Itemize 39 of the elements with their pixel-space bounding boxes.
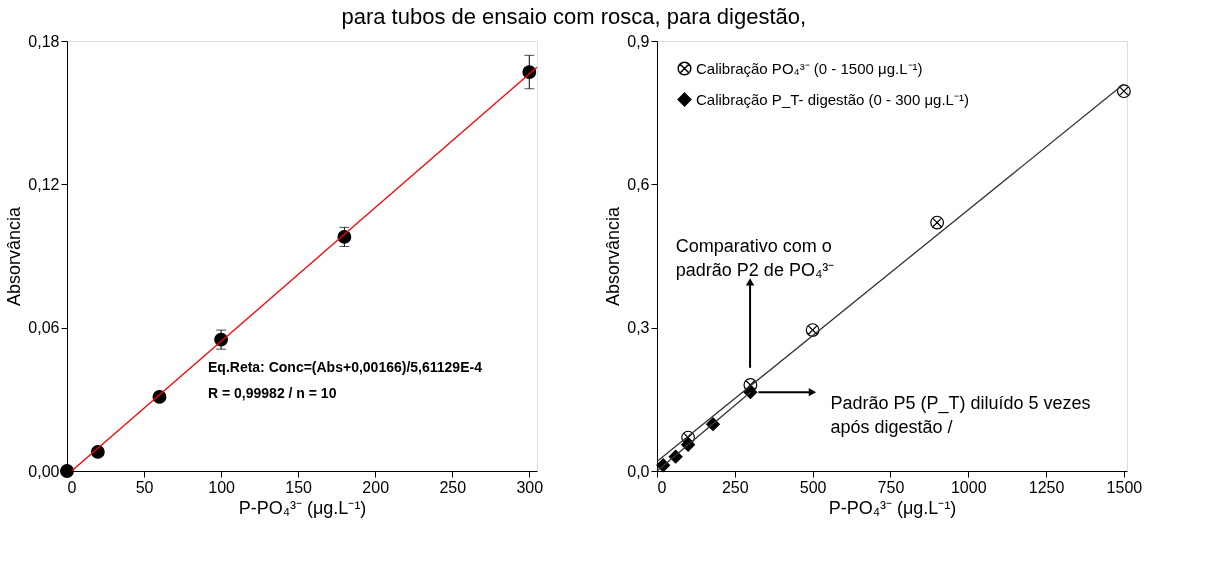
x-tick-label: 50: [135, 478, 154, 496]
x-axis-title: P-PO₄³⁻ (μg.L⁻¹): [828, 497, 957, 518]
annotation: R = 0,99982 / n = 10: [208, 384, 337, 401]
y-tick-label: 0,18: [28, 32, 60, 50]
x-tick-label: 1500: [1106, 478, 1143, 496]
x-tick-label: 750: [877, 478, 905, 496]
x-tick-label: 1000: [950, 478, 987, 496]
point: [1116, 84, 1131, 99]
x-tick-label: 250: [439, 478, 467, 496]
legend-label: Calibração P_T- digestão (0 - 300 μg.L⁻¹): [696, 90, 969, 108]
x-tick-label: 500: [799, 478, 827, 496]
y-tick-label: 0,00: [28, 462, 60, 480]
annotation: Padrão P5 (P_T) diluído 5 vezes após digestão /: [830, 393, 1091, 438]
annotation: Eq.Reta: Conc=(Abs+0,00166)/5,61129E-4: [208, 358, 483, 375]
y-tick-label: 0,3: [627, 319, 650, 337]
x-tick-label: 150: [285, 478, 313, 496]
y-tick-label: 0,9: [627, 32, 650, 50]
x-axis-title: P-PO₄³⁻ (μg.L⁻¹): [238, 497, 367, 518]
annotation: Comparativo com o padrão P2 de PO₄³⁻: [675, 236, 835, 280]
x-tick-label: 300: [516, 478, 544, 496]
x-tick-label: 1250: [1028, 478, 1065, 496]
y-axis-title: Absorvância: [4, 205, 25, 307]
y-tick-label: 0,0: [627, 462, 650, 480]
y-tick-label: 0,6: [627, 175, 650, 193]
y-tick-label: 0,12: [28, 175, 60, 193]
point: [681, 430, 696, 445]
point: [743, 378, 758, 392]
point: [805, 323, 820, 337]
x-tick-label: 0: [657, 478, 667, 496]
y-axis-title: Absorvância: [603, 205, 624, 307]
x-tick-label: 0: [67, 478, 77, 496]
legend-label: Calibração PO₄³⁻ (0 - 1500 μg.L⁻¹): [696, 59, 923, 77]
point: [930, 215, 945, 230]
y-tick-label: 0,06: [28, 319, 60, 337]
x-tick-label: 100: [208, 478, 236, 496]
chart-title: para tubos de ensaio com rosca, para digestão,: [341, 3, 807, 29]
point: [60, 464, 74, 478]
x-tick-label: 250: [721, 478, 749, 496]
x-tick-label: 200: [362, 478, 390, 496]
